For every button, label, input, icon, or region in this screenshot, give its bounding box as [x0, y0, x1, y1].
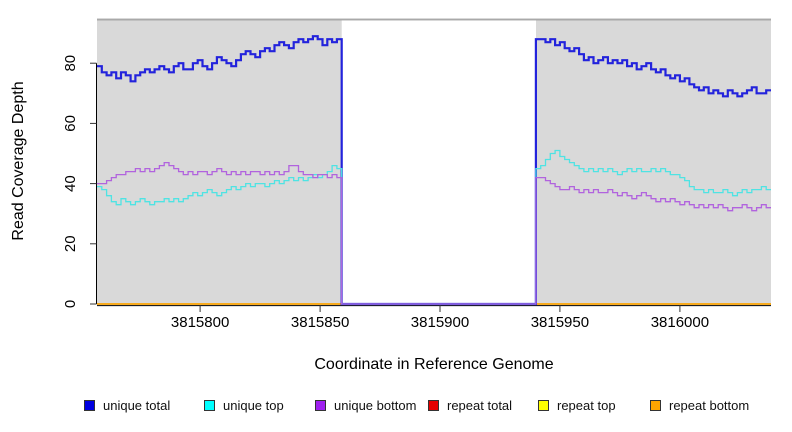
- x-tick-label: 3816000: [651, 314, 709, 331]
- series-line-unique-total: [97, 35, 771, 306]
- unique-series-lines: [97, 35, 771, 306]
- series-line-unique-bottom: [97, 161, 771, 305]
- x-axis-ticks: 3815800 3815850 3815900 3815950 3816000: [171, 305, 709, 331]
- series-line-unique-top: [97, 149, 771, 305]
- y-axis-ticks: 0 20 40 60 80: [62, 55, 97, 308]
- y-tick-label: 40: [62, 175, 79, 192]
- y-tick-label: 80: [62, 55, 79, 72]
- x-tick-label: 3815900: [411, 314, 469, 331]
- x-tick-label: 3815800: [171, 314, 229, 331]
- x-axis-label: Coordinate in Reference Genome: [314, 356, 553, 373]
- y-tick-label: 0: [62, 300, 79, 308]
- x-tick-label: 3815950: [531, 314, 589, 331]
- x-tick-label: 3815850: [291, 314, 349, 331]
- y-tick-label: 60: [62, 115, 79, 132]
- y-tick-label: 20: [62, 235, 79, 252]
- y-axis-label: Read Coverage Depth: [10, 81, 27, 240]
- masked-region: [341, 19, 536, 305]
